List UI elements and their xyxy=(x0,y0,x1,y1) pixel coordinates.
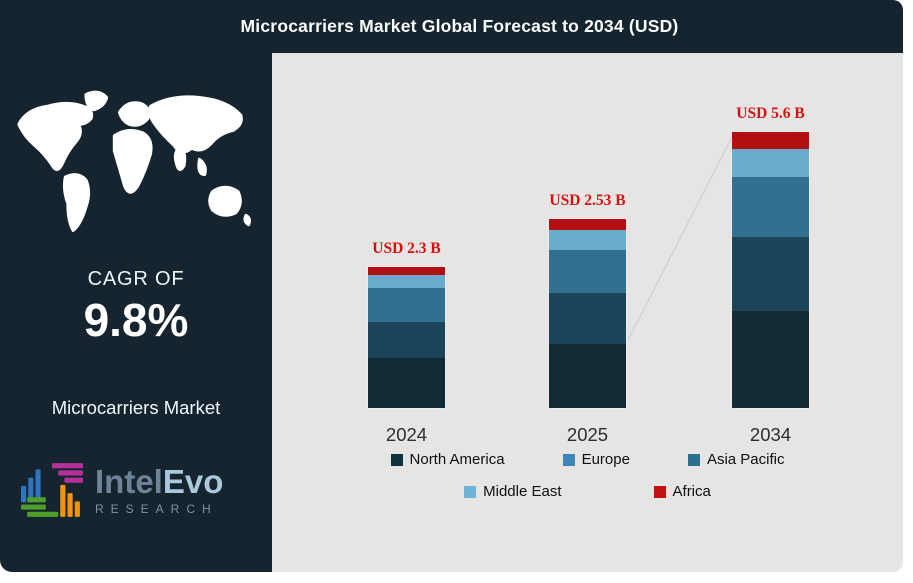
bar-segment-europe xyxy=(732,237,809,311)
legend-label-north-america: North America xyxy=(409,451,505,468)
value-label-2024: USD 2.3 B xyxy=(372,240,441,257)
legend-label-europe: Europe xyxy=(581,451,630,468)
legend-swatch-europe xyxy=(562,453,575,466)
brand-logo: IntelEvo RESEARCH xyxy=(18,459,223,521)
logo-pinwheel-icon xyxy=(21,463,83,517)
chart-panel: USD 2.3 B 2024 USD 2.53 B 2025 USD 5.6 B 2034… xyxy=(272,53,903,572)
bar-segment-north-america xyxy=(368,358,445,408)
logo-text: IntelEvo RESEARCH xyxy=(95,465,223,516)
legend-label-asia-pacific: Asia Pacific xyxy=(706,451,785,468)
bar-segment-north-america xyxy=(732,311,809,408)
bar-segment-africa xyxy=(549,219,626,230)
bar-2024 xyxy=(368,267,445,408)
cagr-label: CAGR OF xyxy=(87,268,185,290)
legend-swatch-north-america xyxy=(390,453,403,466)
logo-subtitle: RESEARCH xyxy=(95,501,218,516)
legend: North America Europe Asia Pacific Middle E… xyxy=(272,451,903,500)
legend-row-2: Middle East Africa xyxy=(272,483,903,500)
logo-name: IntelEvo xyxy=(95,465,223,498)
bar-segment-asia-pacific xyxy=(732,177,809,237)
infographic-card: Microcarriers Market Global Forecast to … xyxy=(0,0,903,572)
world-map-graphic xyxy=(17,90,251,233)
sidebar: CAGR OF 9.8% Microcarriers Market xyxy=(0,53,272,572)
legend-swatch-asia-pacific xyxy=(687,453,700,466)
value-label-2034: USD 5.6 B xyxy=(736,105,805,122)
legend-item-north-america: North America xyxy=(390,451,505,468)
bar-segment-africa xyxy=(732,132,809,149)
x-axis-label-2025: 2025 xyxy=(566,424,609,445)
legend-label-middle-east: Middle East xyxy=(483,483,562,500)
legend-row-1: North America Europe Asia Pacific xyxy=(272,451,903,468)
value-label-2025: USD 2.53 B xyxy=(549,192,626,209)
bar-segment-middle-east xyxy=(549,230,626,250)
bar-segment-middle-east xyxy=(732,149,809,177)
x-axis-label-2034: 2034 xyxy=(749,424,792,445)
bar-2034 xyxy=(732,132,809,408)
bar-segment-middle-east xyxy=(368,275,445,288)
cagr-value: 9.8% xyxy=(83,294,189,346)
legend-item-africa: Africa xyxy=(653,483,711,500)
x-axis-label-2024: 2024 xyxy=(385,424,428,445)
bar-segment-europe xyxy=(549,293,626,344)
legend-item-europe: Europe xyxy=(562,451,630,468)
bar-segment-europe xyxy=(368,322,445,358)
bar-segment-asia-pacific xyxy=(549,250,626,293)
bar-2025 xyxy=(549,219,626,408)
logo-name-intel: Intel xyxy=(95,462,163,500)
market-name: Microcarriers Market xyxy=(51,397,221,418)
trend-line xyxy=(627,134,734,341)
logo-name-evo: Evo xyxy=(162,462,224,500)
bar-segment-north-america xyxy=(549,344,626,408)
legend-item-asia-pacific: Asia Pacific xyxy=(687,451,785,468)
legend-swatch-africa xyxy=(653,485,666,498)
plot-area: USD 2.3 B 2024 USD 2.53 B 2025 USD 5.6 B 2034 xyxy=(272,53,903,572)
legend-item-middle-east: Middle East xyxy=(464,483,562,500)
legend-swatch-middle-east xyxy=(464,485,477,498)
bar-segment-asia-pacific xyxy=(368,288,445,322)
legend-label-africa: Africa xyxy=(672,483,711,500)
bar-segment-africa xyxy=(368,267,445,275)
page-title: Microcarriers Market Global Forecast to … xyxy=(240,16,679,36)
header: Microcarriers Market Global Forecast to … xyxy=(0,0,903,53)
